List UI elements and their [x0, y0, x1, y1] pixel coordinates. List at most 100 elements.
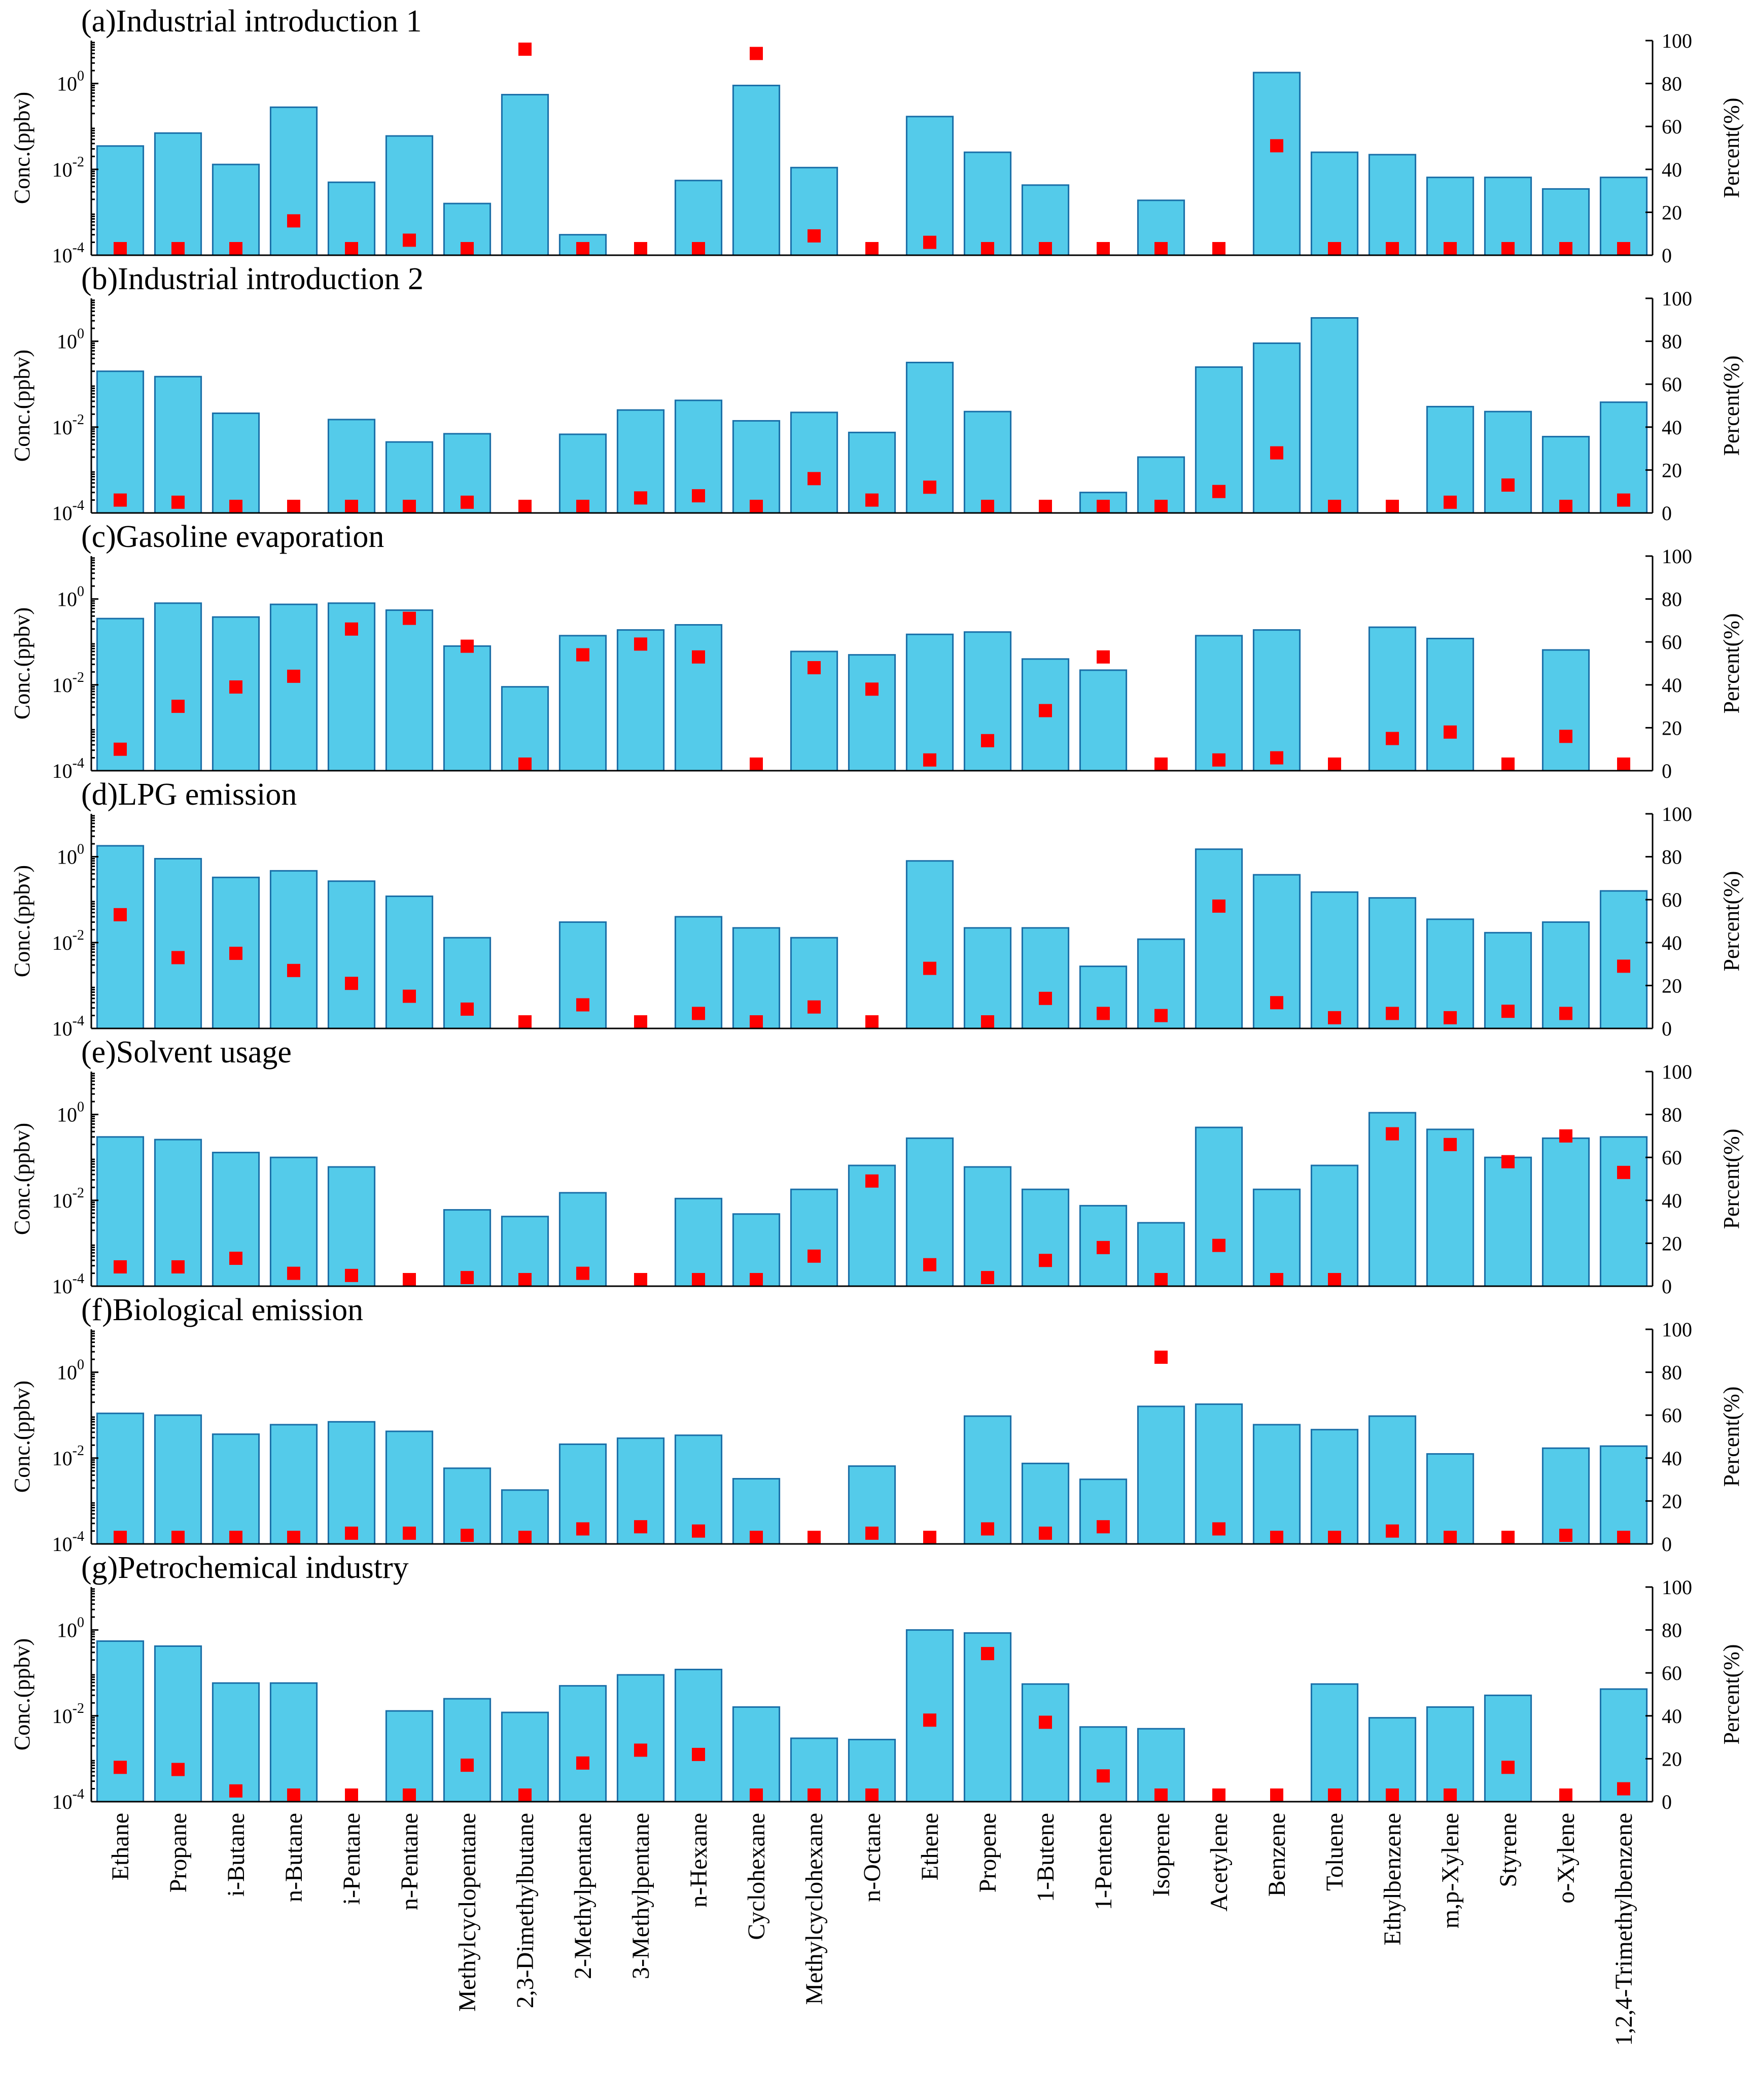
left-tick-exponent: -4 [73, 1271, 84, 1287]
right-tick-label: 100 [1662, 1060, 1692, 1083]
percent-marker-propane [171, 951, 185, 965]
bar-styrene [1484, 1156, 1532, 1287]
bar-toluene [1310, 317, 1359, 514]
percent-marker-1-2-4-trimethylbenzene [1617, 959, 1630, 973]
left-tick-exponent: -4 [73, 755, 84, 771]
left-tick-base: 10 [52, 1017, 73, 1040]
x-label-1-butene: 1-Butene [1032, 1813, 1059, 1902]
percent-marker-2-3-dimethylbutane [518, 42, 532, 56]
bar-benzene [1252, 1188, 1301, 1287]
percent-marker-benzene [1270, 751, 1283, 765]
percent-marker-acetylene [1212, 899, 1225, 913]
percent-marker-propane [171, 1531, 185, 1544]
left-tick-base: 10 [52, 1533, 73, 1556]
x-label-2-methylpentane: 2-Methylpentane [570, 1813, 597, 1979]
left-tick-label: 10-4 [52, 1271, 84, 1298]
percent-marker-propane [171, 242, 185, 255]
percent-marker-1-butene [1039, 1254, 1052, 1267]
percent-marker-n-hexane [692, 489, 705, 503]
percent-marker-i-butane [229, 946, 242, 960]
bar-propane [154, 857, 202, 1029]
x-label-i-pentane: i-Pentane [338, 1813, 365, 1905]
right-axis-title: Percent(%) [1719, 613, 1744, 714]
percent-marker-ethylbenzene [1386, 242, 1399, 255]
left-tick-label: 10-4 [52, 240, 84, 267]
percent-marker-propene [981, 1647, 994, 1661]
percent-marker-n-octane [865, 1526, 879, 1540]
bar-n-butane [269, 603, 318, 772]
percent-marker-cyclohexane [750, 1531, 763, 1544]
percent-marker-acetylene [1212, 1522, 1225, 1536]
bar-ethylbenzene [1368, 626, 1417, 772]
right-tick-label: 20 [1662, 1232, 1682, 1255]
panel-title: (c)Gasoline evaporation [81, 520, 384, 554]
bar-ethene [905, 860, 954, 1029]
bar-i-butane [212, 616, 260, 772]
percent-marker-toluene [1328, 1788, 1341, 1802]
percent-marker-methylcyclohexane [808, 661, 821, 674]
percent-marker-isoprene [1154, 500, 1168, 513]
percent-marker-i-pentane [345, 622, 358, 636]
percent-marker-o-xylene [1559, 730, 1572, 743]
percent-marker-2-methylpentane [576, 1266, 589, 1280]
percent-marker-i-butane [229, 1531, 242, 1544]
percent-marker-3-methylpentane [634, 1273, 647, 1286]
percent-marker-methylcyclopentane [461, 639, 474, 653]
percent-marker-1-2-4-trimethylbenzene [1617, 758, 1630, 771]
percent-marker-benzene [1270, 139, 1283, 153]
right-tick-label: 100 [1662, 803, 1692, 825]
percent-marker-2-methylpentane [576, 648, 589, 662]
x-label-propene: Propene [974, 1813, 1001, 1892]
percent-marker-o-xylene [1559, 1529, 1572, 1542]
left-tick-base: 10 [52, 158, 73, 181]
percent-marker-1-pentene [1097, 1241, 1110, 1254]
right-tick-label: 40 [1662, 674, 1682, 697]
left-tick-base: 10 [52, 674, 73, 697]
right-tick-label: 20 [1662, 716, 1682, 739]
left-tick-exponent: -2 [73, 1443, 84, 1459]
percent-marker-methylcyclopentane [461, 1271, 474, 1285]
right-tick-label: 20 [1662, 1490, 1682, 1512]
percent-marker-1-butene [1039, 1526, 1052, 1540]
percent-marker-1-pentene [1097, 650, 1110, 664]
bar-propane [154, 602, 202, 772]
bar-ethane [96, 145, 145, 256]
right-tick-label: 0 [1662, 760, 1672, 782]
left-tick-base: 10 [52, 416, 73, 439]
left-axis-title: Conc.(ppbv) [10, 865, 34, 977]
percent-marker-benzene [1270, 1531, 1283, 1544]
left-tick-exponent: -2 [73, 1185, 84, 1201]
left-tick-label: 10-2 [52, 670, 84, 697]
percent-marker-n-pentane [403, 1788, 416, 1802]
percent-marker-1-pentene [1097, 1769, 1110, 1783]
percent-marker-i-pentane [345, 977, 358, 990]
bar-propene [963, 1166, 1012, 1287]
left-tick-base: 10 [52, 932, 73, 954]
percent-marker-cyclohexane [750, 758, 763, 771]
bar-benzene [1252, 72, 1301, 256]
right-axis-title: Percent(%) [1719, 1644, 1744, 1745]
bar-1-pentene [1079, 1726, 1128, 1803]
percent-marker-n-butane [287, 500, 300, 513]
percent-marker-styrene [1501, 478, 1515, 492]
bar-methylcyclohexane [790, 937, 838, 1029]
x-label-1-2-4-trimethylbenzene: 1,2,4-Trimethylbenzene [1610, 1813, 1637, 2046]
bar-benzene [1252, 629, 1301, 772]
percent-marker-benzene [1270, 1273, 1283, 1286]
left-tick-exponent: -2 [73, 412, 84, 428]
bar-ethane [96, 370, 145, 514]
percent-marker-acetylene [1212, 485, 1225, 498]
percent-marker-n-butane [287, 1266, 300, 1280]
x-label-i-butane: i-Butane [223, 1813, 250, 1897]
bar-methylcyclohexane [790, 1188, 838, 1287]
right-tick-label: 40 [1662, 416, 1682, 439]
percent-marker-1-pentene [1097, 1520, 1110, 1534]
percent-marker-n-pentane [403, 611, 416, 625]
bar-ethane [96, 1413, 145, 1545]
bar-1-pentene [1079, 1478, 1128, 1545]
right-tick-label: 60 [1662, 115, 1682, 138]
percent-marker-ethene [923, 235, 936, 249]
bar-propane [154, 1645, 202, 1803]
percent-marker-ethylbenzene [1386, 732, 1399, 745]
right-tick-label: 40 [1662, 1705, 1682, 1728]
